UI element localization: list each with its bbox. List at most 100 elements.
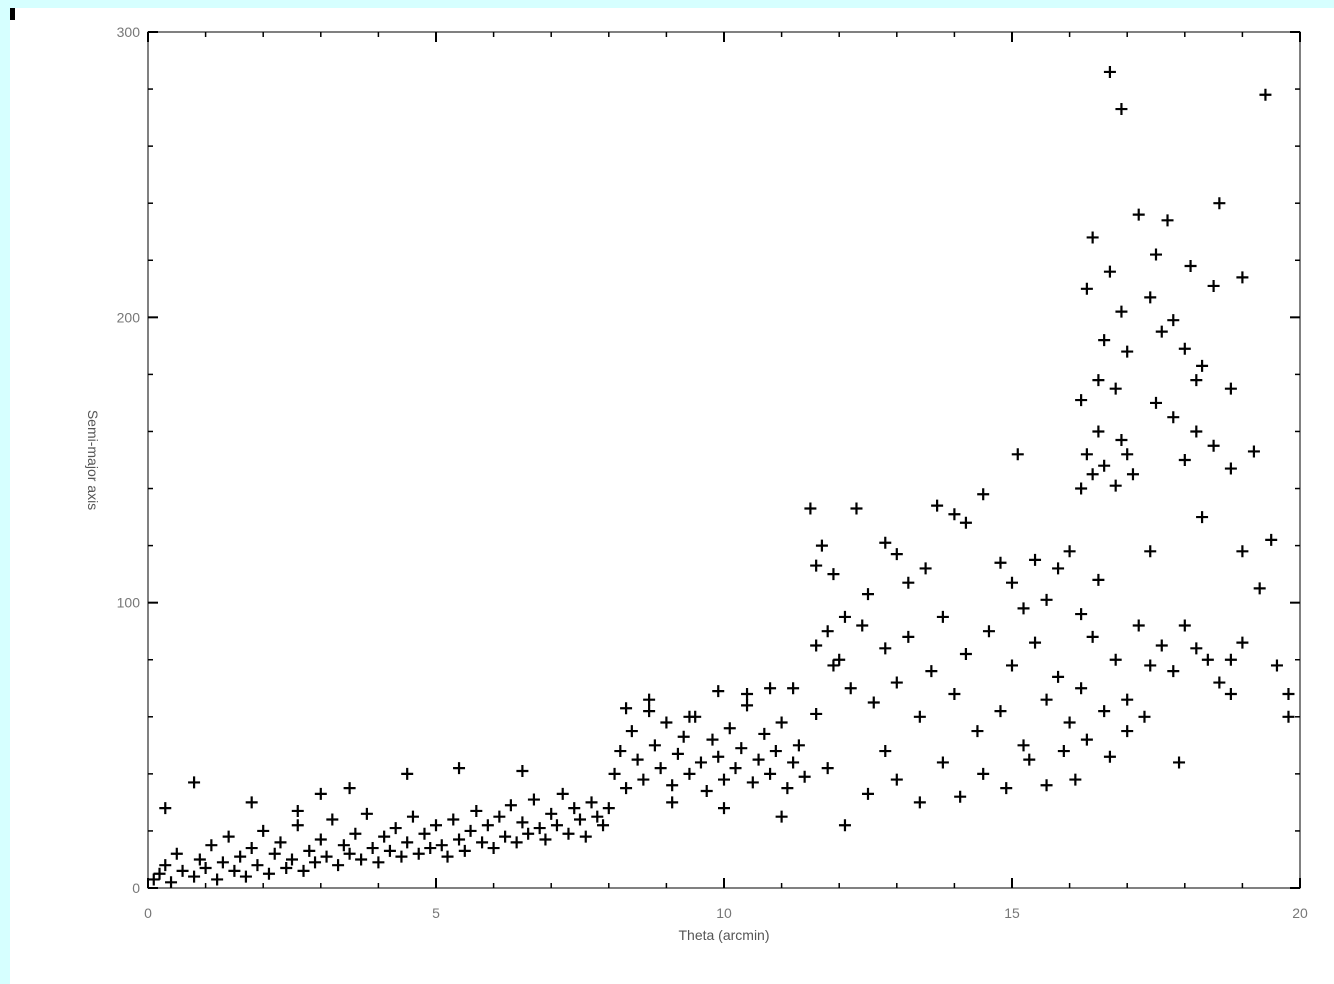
- data-point: [343, 847, 356, 860]
- data-point: [176, 864, 189, 877]
- data-point: [1265, 533, 1278, 546]
- data-point: [245, 796, 258, 809]
- data-point: [1236, 271, 1249, 284]
- data-point: [1098, 334, 1111, 347]
- data-point: [1207, 439, 1220, 452]
- data-point: [1075, 482, 1088, 495]
- data-point: [453, 833, 466, 846]
- data-point: [188, 776, 201, 789]
- data-point: [1196, 359, 1209, 372]
- data-point: [1023, 753, 1036, 766]
- data-point: [447, 813, 460, 826]
- data-point: [274, 836, 287, 849]
- data-point: [470, 804, 483, 817]
- data-point: [1098, 459, 1111, 472]
- data-point: [1132, 619, 1145, 632]
- data-point: [654, 762, 667, 775]
- data-point: [712, 685, 725, 698]
- y-tick-label: 300: [117, 24, 141, 40]
- data-point: [948, 687, 961, 700]
- data-point: [1086, 468, 1099, 481]
- data-point: [913, 796, 926, 809]
- data-point: [1150, 248, 1162, 261]
- data-point: [585, 796, 598, 809]
- x-tick-label: 15: [1004, 905, 1020, 921]
- data-point: [810, 559, 823, 572]
- data-point: [1259, 88, 1272, 101]
- data-point: [159, 802, 172, 815]
- data-point: [239, 870, 252, 883]
- data-point: [775, 810, 788, 823]
- data-point: [527, 793, 540, 806]
- data-point: [977, 767, 990, 780]
- data-point: [1126, 468, 1139, 481]
- data-point: [694, 756, 707, 769]
- data-point: [487, 842, 500, 855]
- data-point: [556, 787, 569, 800]
- data-point: [833, 653, 846, 666]
- data-point: [1103, 65, 1116, 78]
- data-point: [1236, 636, 1249, 649]
- data-point: [925, 665, 938, 678]
- data-point: [1115, 103, 1128, 116]
- corner-mark: [10, 8, 15, 20]
- data-point: [401, 767, 414, 780]
- data-point: [620, 702, 633, 715]
- data-point: [464, 824, 477, 837]
- data-point: [1115, 305, 1128, 318]
- data-point: [982, 625, 995, 638]
- data-point: [1282, 687, 1295, 700]
- data-point: [706, 733, 719, 746]
- data-point: [1144, 545, 1157, 558]
- data-point: [769, 745, 782, 758]
- data-point: [1178, 342, 1191, 355]
- data-point: [827, 568, 840, 581]
- data-point: [677, 730, 690, 743]
- data-point: [1092, 425, 1105, 438]
- data-point: [1155, 639, 1168, 652]
- data-point: [994, 705, 1007, 718]
- data-point: [1207, 279, 1220, 292]
- data-point: [257, 824, 270, 837]
- data-point: [977, 488, 990, 501]
- data-point: [735, 742, 748, 755]
- data-point: [1144, 291, 1157, 304]
- x-tick-label: 20: [1292, 905, 1308, 921]
- data-point: [631, 753, 644, 766]
- data-point: [838, 610, 851, 623]
- data-point: [1063, 716, 1076, 729]
- data-point: [890, 548, 903, 561]
- data-point: [1086, 231, 1099, 244]
- data-point: [838, 819, 851, 832]
- data-point: [245, 842, 258, 855]
- data-point: [1132, 208, 1145, 221]
- data-point: [879, 536, 892, 549]
- data-point: [879, 642, 892, 655]
- data-point: [1184, 259, 1197, 272]
- data-point: [1040, 779, 1053, 792]
- data-point: [1017, 602, 1030, 615]
- data-point: [723, 722, 736, 735]
- data-point: [718, 802, 730, 815]
- data-point: [1029, 636, 1042, 649]
- x-tick-label: 10: [716, 905, 732, 921]
- data-point: [372, 856, 385, 869]
- data-point: [1075, 608, 1088, 621]
- data-point: [1121, 345, 1134, 358]
- y-axis-title: Semi-major axis: [85, 410, 101, 510]
- data-point: [1080, 448, 1093, 461]
- data-point: [913, 710, 926, 723]
- data-point: [902, 576, 915, 589]
- data-point: [533, 822, 546, 835]
- data-point: [550, 819, 563, 832]
- data-point: [1121, 693, 1134, 706]
- data-point: [418, 827, 431, 840]
- data-point: [504, 799, 517, 812]
- data-point: [1040, 693, 1053, 706]
- data-point: [314, 833, 327, 846]
- data-point: [844, 682, 857, 695]
- data-point: [1017, 739, 1030, 752]
- data-point: [787, 682, 800, 695]
- data-point: [729, 762, 742, 775]
